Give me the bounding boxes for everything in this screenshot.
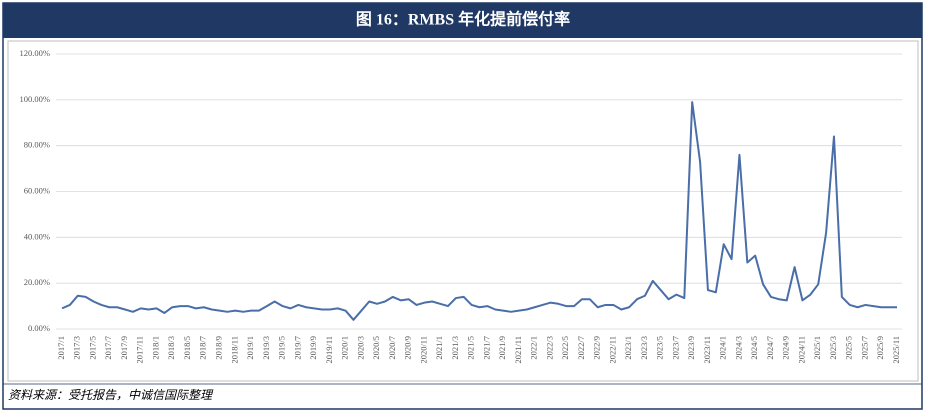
x-tick-label: 2025/1: [812, 336, 822, 360]
source-note: 资料来源：受托报告，中诚信国际整理: [8, 388, 214, 402]
x-tick-label: 2023/1: [623, 336, 633, 360]
x-tick-label: 2017/9: [119, 336, 129, 360]
x-tick-label: 2018/1: [150, 336, 160, 360]
x-tick-label: 2024/11: [796, 336, 806, 364]
x-tick-label: 2021/9: [497, 336, 507, 360]
x-tick-label: 2020/7: [387, 336, 397, 360]
x-tick-label: 2024/5: [749, 336, 759, 360]
x-tick-label: 2023/3: [639, 336, 649, 360]
x-tick-label: 2025/11: [891, 336, 901, 364]
chart-title: 图 16：RMBS 年化提前偿付率: [356, 10, 570, 29]
x-tick-label: 2022/3: [544, 336, 554, 360]
x-tick-label: 2024/3: [733, 336, 743, 360]
x-tick-label: 2022/7: [576, 336, 586, 360]
x-tick-label: 2018/5: [182, 336, 192, 360]
x-tick-label: 2019/3: [261, 336, 271, 360]
x-tick-label: 2025/5: [844, 336, 854, 360]
x-tick-label: 2021/11: [513, 336, 523, 364]
x-tick-label: 2018/9: [214, 336, 224, 360]
data-line: [61, 101, 897, 321]
x-tick-label: 2023/7: [670, 336, 680, 360]
y-tick-label: 100.00%: [20, 94, 50, 104]
x-tick-label: 2022/9: [592, 336, 602, 360]
x-tick-label: 2017/5: [87, 336, 97, 360]
y-tick-label: 20.00%: [24, 277, 50, 287]
x-tick-label: 2020/5: [371, 336, 381, 360]
x-tick-label: 2024/9: [781, 336, 791, 360]
x-tick-label: 2018/7: [198, 336, 208, 360]
y-tick-label: 120.00%: [20, 48, 50, 58]
x-tick-label: 2020/1: [340, 336, 350, 360]
x-tick-label: 2025/3: [828, 336, 838, 360]
x-tick-label: 2024/1: [718, 336, 728, 360]
x-tick-label: 2018/3: [166, 336, 176, 360]
y-tick-label: 40.00%: [24, 231, 50, 241]
x-tick-label: 2019/1: [245, 336, 255, 360]
x-tick-label: 2020/9: [403, 336, 413, 360]
x-tick-label: 2017/11: [135, 336, 145, 364]
x-tick-label: 2023/5: [655, 336, 665, 360]
x-tick-label: 2021/5: [466, 336, 476, 360]
x-tick-label: 2017/3: [72, 336, 82, 360]
x-tick-label: 2022/11: [607, 336, 617, 364]
x-tick-label: 2021/7: [481, 336, 491, 360]
x-tick-label: 2019/11: [324, 336, 334, 364]
x-tick-label: 2023/11: [702, 336, 712, 364]
x-tick-label: 2019/9: [308, 336, 318, 360]
x-tick-label: 2019/7: [292, 336, 302, 360]
x-tick-label: 2019/5: [277, 336, 287, 360]
x-tick-label: 2024/7: [765, 336, 775, 360]
x-tick-label: 2022/5: [560, 336, 570, 360]
x-tick-label: 2018/11: [229, 336, 239, 364]
x-tick-label: 2021/1: [434, 336, 444, 360]
plot-frame: [7, 40, 919, 382]
x-tick-label: 2022/1: [529, 336, 539, 360]
x-tick-label: 2020/3: [355, 336, 365, 360]
x-tick-label: 2021/3: [450, 336, 460, 360]
x-tick-label: 2025/7: [859, 336, 869, 360]
y-tick-label: 0.00%: [28, 323, 50, 333]
y-tick-label: 80.00%: [24, 140, 50, 150]
x-tick-label: 2017/7: [103, 336, 113, 360]
y-tick-label: 60.00%: [24, 185, 50, 195]
x-tick-label: 2023/9: [686, 336, 696, 360]
header-band: [3, 3, 922, 38]
x-tick-label: 2025/9: [875, 336, 885, 360]
x-tick-label: 2017/1: [56, 336, 66, 360]
x-tick-label: 2020/11: [418, 336, 428, 364]
